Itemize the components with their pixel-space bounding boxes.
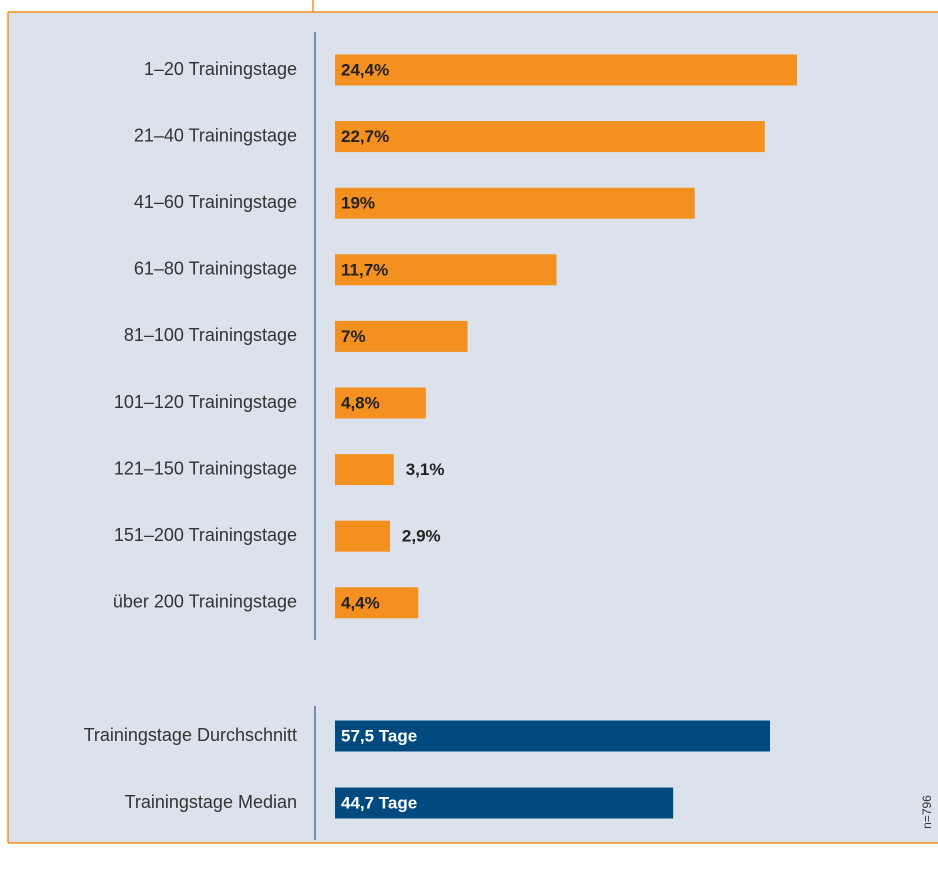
value-label: 57,5 Tage [341,726,417,745]
category-label: Trainingstage Median [125,792,297,812]
bar [335,387,426,419]
bar [335,320,468,352]
value-label: 2,9% [402,527,441,546]
category-label: 1–20 Trainingstage [144,59,297,79]
value-label: 7% [341,327,366,346]
bar [335,454,394,486]
value-label: 3,1% [406,460,445,479]
bar [335,787,674,819]
category-label: 41–60 Trainingstage [134,192,297,212]
category-label: 121–150 Trainingstage [114,458,297,478]
bar [335,520,390,552]
value-label: 11,7% [341,260,388,279]
value-label: 24,4% [341,60,389,79]
category-label: Trainingstage Durchschnitt [84,725,297,745]
value-label: 44,7 Tage [341,793,417,812]
bar [335,254,557,286]
bar [335,587,419,619]
category-label: 81–100 Trainingstage [124,325,297,345]
bar [335,187,695,219]
value-label: 19% [341,194,375,213]
bar [335,54,797,86]
category-label: 151–200 Trainingstage [114,525,297,545]
category-label: über 200 Trainingstage [113,592,297,612]
value-label: 4,8% [341,393,380,412]
category-label: 101–120 Trainingstage [114,392,297,412]
category-label: 61–80 Trainingstage [134,259,297,279]
category-label: 21–40 Trainingstage [134,125,297,145]
footnote: n=796 [920,795,934,829]
bar [335,720,770,752]
value-label: 22,7% [341,127,389,146]
bar [335,121,765,153]
value-label: 4,4% [341,593,380,612]
